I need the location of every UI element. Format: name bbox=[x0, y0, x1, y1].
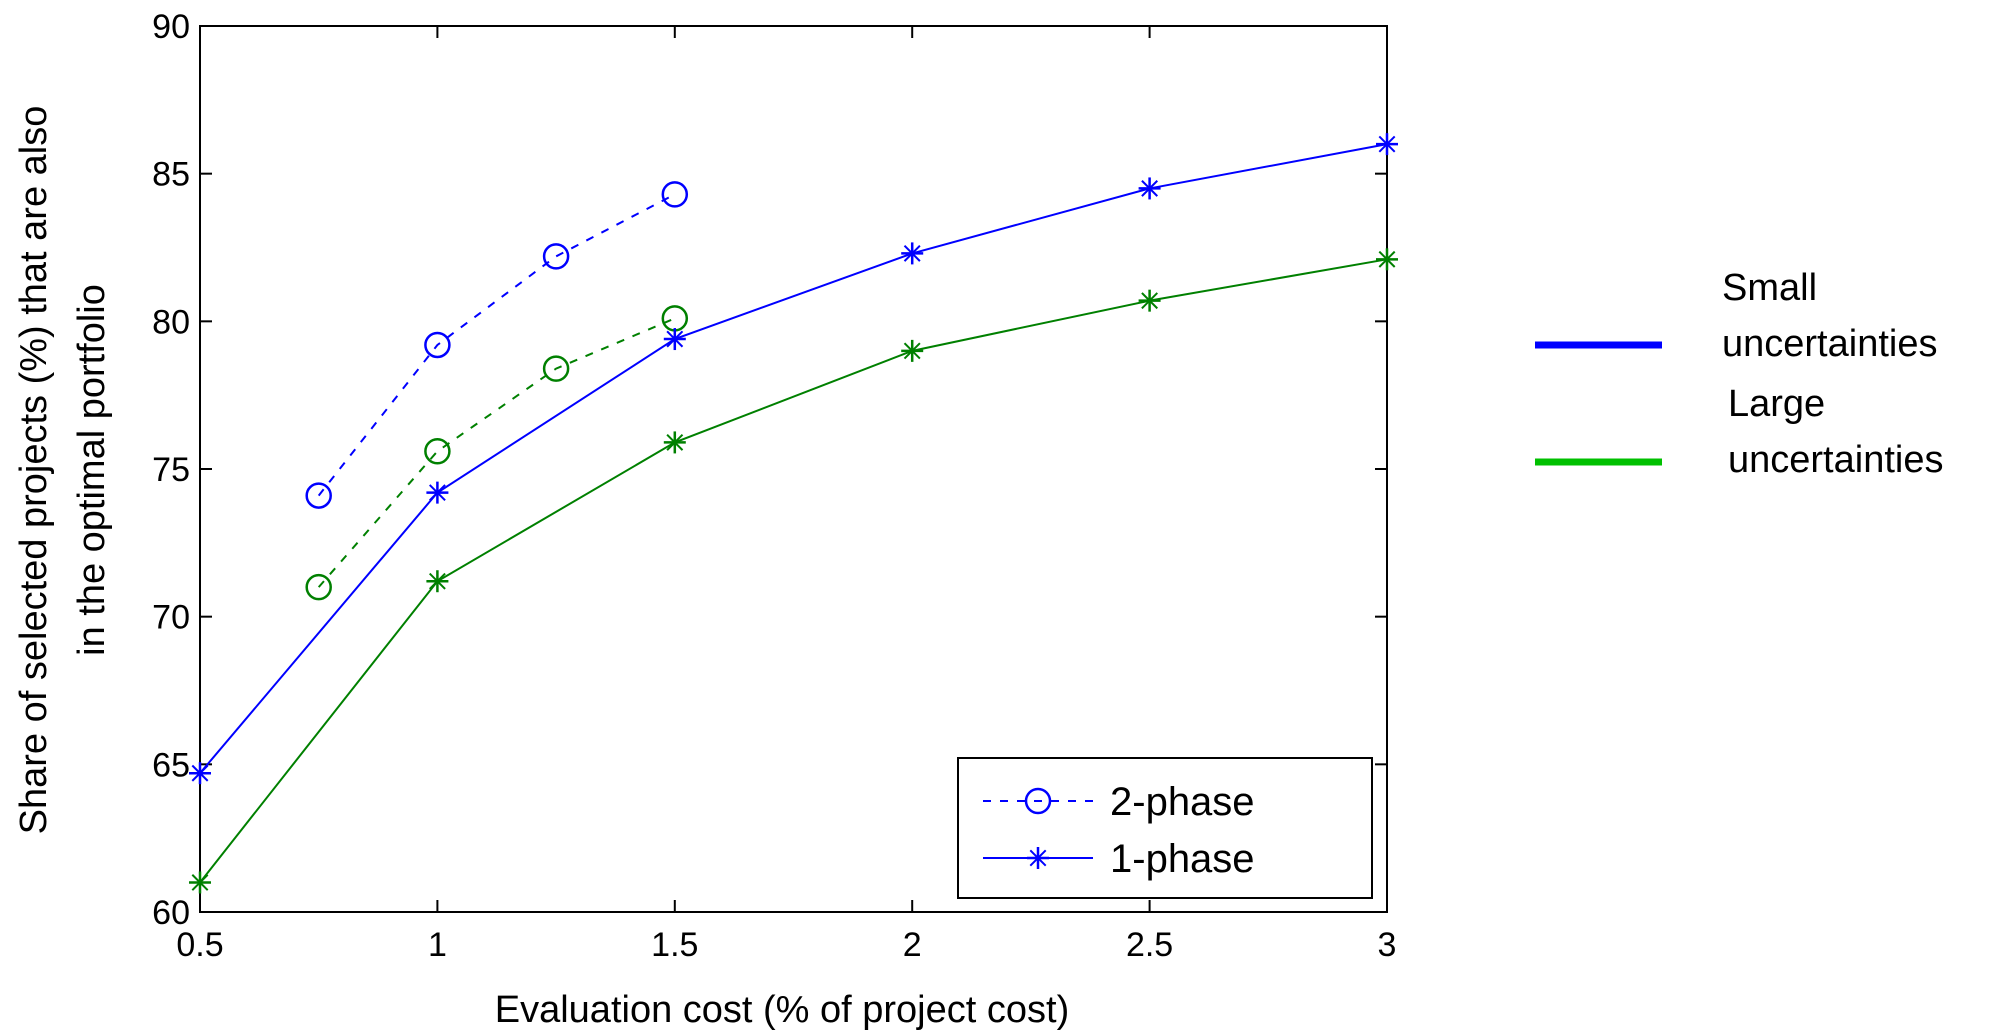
data-point-small-2phase bbox=[424, 331, 451, 359]
series-group bbox=[189, 133, 1398, 894]
x-axis-title: Evaluation cost (% of project cost) bbox=[495, 989, 1069, 1031]
series-line-large-2phase bbox=[317, 317, 676, 588]
side-legend: Small uncertainties Large uncertainties bbox=[1535, 267, 1943, 481]
data-point-small-1phase bbox=[1138, 177, 1161, 200]
side-legend-label: uncertainties bbox=[1722, 323, 1937, 365]
data-point-small-2phase bbox=[661, 181, 689, 208]
data-point-large-2phase bbox=[424, 438, 451, 465]
axes: 0.5 1 1.5 2 2.5 3 60 65 70 75 80 85 90 bbox=[152, 8, 1396, 964]
data-point-large-1phase bbox=[1138, 289, 1161, 312]
data-point-large-1phase-d2 bbox=[1378, 250, 1396, 268]
x-tick-label: 1.5 bbox=[651, 926, 698, 964]
series-large-1phase bbox=[189, 248, 1398, 894]
data-point-large-1phase bbox=[901, 339, 924, 362]
data-point-large-1phase-d2 bbox=[666, 434, 684, 451]
series-small-1phase bbox=[189, 133, 1398, 785]
data-point-large-1phase bbox=[426, 570, 449, 593]
y-tick-label: 85 bbox=[152, 156, 190, 194]
x-tick-label: 2 bbox=[903, 926, 922, 964]
series-large-2phase bbox=[305, 305, 689, 601]
data-point-large-1phase-d2 bbox=[191, 874, 209, 891]
data-point-small-2phase bbox=[542, 243, 570, 270]
data-point-small-1phase bbox=[663, 328, 686, 351]
y-axis-title-line-2: in the optimal portfolio bbox=[71, 284, 113, 656]
y-tick-label: 65 bbox=[152, 746, 190, 784]
y-tick-label: 90 bbox=[152, 8, 190, 46]
legend-label: 2-phase bbox=[1110, 780, 1255, 824]
x-tick-label: 2.5 bbox=[1126, 926, 1173, 964]
x-tick-label: 0.5 bbox=[176, 926, 223, 964]
data-point-small-1phase-d2 bbox=[1141, 180, 1159, 197]
series-line-small-1phase bbox=[199, 143, 1388, 774]
legend-marker-2 bbox=[1027, 847, 1049, 869]
y-tick-label: 80 bbox=[152, 303, 190, 341]
data-point-small-1phase-d2 bbox=[903, 244, 921, 262]
y-tick-label: 60 bbox=[152, 894, 190, 932]
data-point-small-1phase-d2 bbox=[191, 764, 209, 782]
data-point-small-1phase-d2 bbox=[1378, 135, 1396, 153]
legend: 2-phase 1-phase bbox=[957, 757, 1373, 899]
series-small-2phase bbox=[305, 181, 689, 509]
data-point-large-1phase bbox=[1376, 248, 1398, 271]
data-point-large-1phase-d2 bbox=[903, 342, 921, 360]
data-point-small-1phase-d2 bbox=[428, 484, 446, 502]
data-point-small-1phase bbox=[189, 762, 211, 785]
data-point-small-2phase bbox=[305, 482, 332, 509]
side-legend-label: Large bbox=[1728, 383, 1825, 425]
y-axis-title-line-1: Share of selected projects (%) that are … bbox=[13, 106, 55, 835]
data-point-small-1phase-d2 bbox=[666, 330, 684, 348]
y-tick-label: 70 bbox=[152, 599, 190, 637]
data-point-large-1phase bbox=[189, 871, 211, 894]
legend-label: 1-phase bbox=[1110, 837, 1255, 881]
data-point-large-1phase-d2 bbox=[428, 572, 446, 590]
legend-marker-1 bbox=[1024, 787, 1052, 815]
data-point-small-1phase bbox=[901, 242, 924, 265]
side-legend-label: Small bbox=[1722, 267, 1817, 309]
data-point-large-1phase-d2 bbox=[1141, 292, 1159, 310]
data-point-large-1phase bbox=[663, 431, 686, 454]
legend-marker-2-d2 bbox=[1029, 849, 1047, 867]
y-tick-label: 75 bbox=[152, 451, 190, 489]
data-point-large-2phase bbox=[542, 355, 570, 382]
data-point-small-1phase bbox=[426, 481, 449, 504]
data-point-large-2phase bbox=[305, 573, 332, 601]
data-point-small-1phase bbox=[1376, 133, 1398, 156]
side-legend-label: uncertainties bbox=[1728, 439, 1943, 481]
series-line-large-1phase bbox=[199, 258, 1388, 884]
x-tick-label: 3 bbox=[1378, 926, 1397, 964]
x-tick-label: 1 bbox=[428, 926, 447, 964]
legend-box bbox=[957, 757, 1373, 899]
